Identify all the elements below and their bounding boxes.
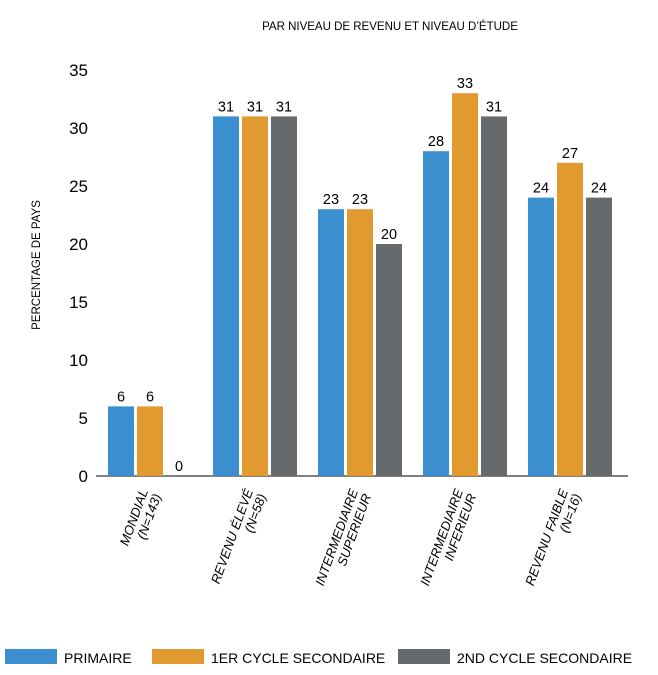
bar-group: 31 31 31 bbox=[213, 99, 297, 477]
y-tick-label: 0 bbox=[79, 467, 88, 486]
y-tick-label: 20 bbox=[69, 235, 88, 254]
y-tick-label: 30 bbox=[69, 119, 88, 138]
data-label: 20 bbox=[381, 227, 397, 243]
data-label: 23 bbox=[323, 192, 339, 208]
y-tick-label: 10 bbox=[69, 351, 88, 370]
bar-group: 24 27 24 bbox=[528, 146, 612, 477]
data-label: 31 bbox=[276, 99, 292, 115]
bar bbox=[376, 244, 402, 476]
y-axis-label: PERCENTAGE DE PAYS bbox=[31, 200, 43, 330]
bar-groups: 6 6 0 31 31 31 23 23 20 28 33 31 24 27 24 bbox=[108, 76, 612, 477]
x-category-label: REVENU FAIBLE(N=16) bbox=[522, 487, 584, 588]
bar bbox=[108, 406, 134, 476]
legend-label: PRIMAIRE bbox=[64, 650, 132, 666]
y-axis-ticks: 0 5 10 15 20 25 30 35 bbox=[69, 61, 88, 486]
y-tick-label: 15 bbox=[69, 293, 88, 312]
x-category-label-line: REVENU ÉLEVÉ bbox=[208, 487, 256, 586]
data-label: 31 bbox=[486, 99, 502, 115]
bar bbox=[481, 116, 507, 477]
legend: PRIMAIRE 1ER CYCLE SECONDAIRE 2ND CYCLE SE… bbox=[5, 649, 632, 666]
bar bbox=[452, 93, 478, 476]
bar bbox=[137, 406, 163, 476]
bar-group: 28 33 31 bbox=[423, 76, 507, 477]
data-label: 24 bbox=[591, 181, 607, 197]
x-axis-categories: MONDIAL(N=143) REVENU ÉLEVÉ(N=58) INTERMED… bbox=[117, 487, 585, 588]
bar bbox=[423, 151, 449, 476]
legend-swatch bbox=[398, 649, 450, 664]
legend-label: 1ER CYCLE SECONDAIRE bbox=[211, 650, 385, 666]
data-label: 27 bbox=[562, 146, 578, 162]
bar bbox=[528, 197, 554, 476]
bar-group: 6 6 0 bbox=[108, 389, 183, 476]
bar bbox=[557, 162, 583, 477]
data-label: 31 bbox=[218, 99, 234, 115]
legend-swatch bbox=[5, 649, 57, 664]
data-label: 6 bbox=[117, 389, 125, 405]
x-category-label: MONDIAL(N=143) bbox=[117, 487, 165, 548]
y-tick-label: 25 bbox=[69, 177, 88, 196]
data-label: 28 bbox=[428, 134, 444, 150]
bar bbox=[213, 116, 239, 477]
data-label: 0 bbox=[175, 459, 183, 475]
bar bbox=[242, 116, 268, 477]
bar bbox=[318, 209, 344, 476]
y-tick-label: 35 bbox=[69, 61, 88, 80]
data-label: 6 bbox=[146, 389, 154, 405]
x-category-label-line: REVENU FAIBLE bbox=[522, 487, 571, 588]
legend-label: 2ND CYCLE SECONDAIRE bbox=[457, 650, 632, 666]
bar bbox=[347, 209, 373, 476]
x-category-label: REVENU ÉLEVÉ(N=58) bbox=[208, 487, 269, 586]
data-label: 31 bbox=[247, 99, 263, 115]
y-tick-label: 5 bbox=[79, 409, 88, 428]
data-label: 24 bbox=[533, 181, 549, 197]
bar-group: 23 23 20 bbox=[318, 192, 402, 476]
legend-swatch bbox=[152, 649, 204, 664]
chart-title: PAR NIVEAU DE REVENU ET NIVEAU D’ÉTUDE bbox=[262, 20, 518, 33]
bar bbox=[271, 116, 297, 477]
data-label: 33 bbox=[457, 76, 473, 92]
bar bbox=[586, 197, 612, 476]
data-label: 23 bbox=[352, 192, 368, 208]
